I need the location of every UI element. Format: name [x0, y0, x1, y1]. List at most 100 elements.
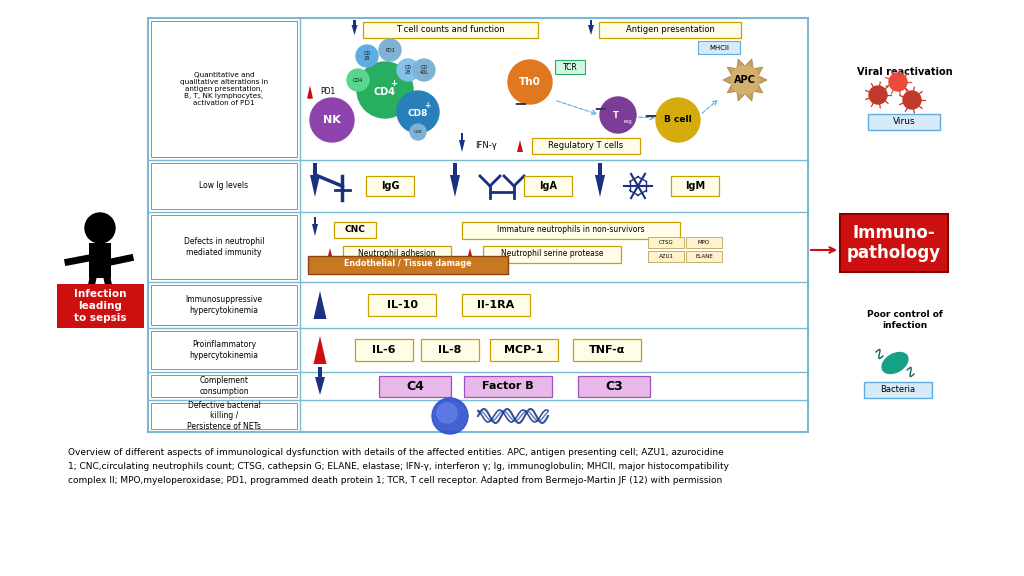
Text: MPO: MPO [698, 241, 710, 245]
Circle shape [310, 98, 354, 142]
Circle shape [357, 62, 413, 118]
FancyBboxPatch shape [151, 215, 297, 279]
FancyBboxPatch shape [318, 367, 322, 377]
Polygon shape [467, 248, 473, 260]
Polygon shape [459, 140, 465, 152]
Circle shape [600, 97, 636, 133]
Text: −: − [513, 94, 527, 112]
FancyBboxPatch shape [532, 138, 640, 154]
Text: MHCII: MHCII [709, 45, 729, 51]
FancyBboxPatch shape [148, 18, 808, 432]
Text: Bacteria: Bacteria [881, 385, 915, 395]
Text: reg: reg [623, 119, 632, 123]
FancyBboxPatch shape [313, 163, 316, 175]
Circle shape [869, 86, 887, 104]
Text: Il-1RA: Il-1RA [477, 300, 515, 310]
Text: CD
40L: CD 40L [420, 65, 428, 75]
Circle shape [397, 59, 419, 81]
FancyBboxPatch shape [421, 339, 479, 361]
FancyBboxPatch shape [555, 60, 585, 74]
Text: Th0: Th0 [519, 77, 541, 87]
Circle shape [508, 60, 552, 104]
Text: NK: NK [324, 115, 341, 125]
FancyBboxPatch shape [462, 294, 530, 316]
Circle shape [432, 398, 468, 434]
Polygon shape [450, 175, 460, 197]
Text: Defective bacterial
killing /
Persistence of NETs: Defective bacterial killing / Persistenc… [187, 401, 261, 431]
FancyBboxPatch shape [355, 339, 413, 361]
FancyBboxPatch shape [698, 41, 740, 54]
FancyBboxPatch shape [464, 376, 552, 396]
Polygon shape [310, 175, 319, 197]
Text: Infection
leading
to sepsis: Infection leading to sepsis [74, 289, 126, 323]
Circle shape [903, 91, 921, 109]
Text: Quantitative and
qualitative alterations in
antigen presentation,
B, T, NK lymph: Quantitative and qualitative alterations… [180, 72, 268, 106]
Text: CD8: CD8 [408, 109, 428, 119]
Text: CD4: CD4 [374, 87, 396, 97]
FancyBboxPatch shape [490, 339, 558, 361]
FancyBboxPatch shape [868, 114, 940, 130]
FancyBboxPatch shape [362, 22, 538, 38]
FancyBboxPatch shape [334, 222, 376, 238]
Text: +: + [424, 101, 430, 111]
Polygon shape [595, 175, 605, 197]
Text: Neutrophil serine protease: Neutrophil serine protease [501, 249, 603, 259]
Polygon shape [351, 25, 357, 35]
Text: Poor control of
infection: Poor control of infection [867, 310, 943, 329]
Text: CD4: CD4 [353, 78, 364, 82]
Text: PD1: PD1 [319, 86, 335, 96]
Text: Neutrophil adhesion: Neutrophil adhesion [358, 249, 436, 259]
FancyBboxPatch shape [343, 246, 451, 263]
Polygon shape [315, 377, 325, 395]
FancyBboxPatch shape [151, 375, 297, 397]
Text: IgM: IgM [685, 181, 706, 191]
Text: CD8: CD8 [414, 130, 422, 134]
Text: MCP-1: MCP-1 [504, 345, 544, 355]
Text: Defects in neutrophil
mediated immunity: Defects in neutrophil mediated immunity [183, 237, 264, 257]
Text: T cell counts and function: T cell counts and function [395, 25, 504, 35]
FancyBboxPatch shape [453, 163, 457, 175]
FancyBboxPatch shape [151, 331, 297, 369]
Text: IL-8: IL-8 [438, 345, 462, 355]
FancyBboxPatch shape [308, 256, 508, 274]
Text: Viral reactivation: Viral reactivation [857, 67, 952, 77]
Text: +: + [390, 79, 397, 89]
Text: complex II; MPO,myeloperoxidase; PD1, programmed death protein 1; TCR, T cell re: complex II; MPO,myeloperoxidase; PD1, pr… [68, 476, 722, 485]
Circle shape [731, 66, 759, 94]
Text: ELANE: ELANE [695, 255, 713, 260]
FancyBboxPatch shape [317, 304, 323, 319]
FancyBboxPatch shape [309, 92, 311, 98]
FancyBboxPatch shape [57, 284, 144, 328]
Text: Antigen presentation: Antigen presentation [626, 25, 715, 35]
Circle shape [356, 45, 378, 67]
Text: PD1: PD1 [385, 47, 395, 52]
Text: Factor B: Factor B [482, 381, 534, 391]
Text: CNC: CNC [344, 225, 366, 234]
Circle shape [413, 59, 435, 81]
Polygon shape [517, 140, 523, 152]
Text: CD
28: CD 28 [364, 51, 371, 62]
Text: Low Ig levels: Low Ig levels [200, 181, 249, 191]
Circle shape [889, 73, 907, 91]
Ellipse shape [882, 353, 908, 373]
FancyBboxPatch shape [368, 294, 436, 316]
FancyBboxPatch shape [590, 20, 592, 25]
Text: T: T [613, 111, 618, 119]
Text: AZU1: AZU1 [658, 255, 674, 260]
FancyBboxPatch shape [353, 20, 355, 25]
Text: Complement
consumption: Complement consumption [200, 376, 249, 396]
Text: IFN-γ: IFN-γ [475, 142, 497, 150]
Text: IgA: IgA [539, 181, 557, 191]
Text: −: − [593, 99, 607, 117]
Text: Virus: Virus [893, 118, 915, 127]
Text: −: − [643, 106, 657, 124]
Text: C4: C4 [407, 380, 424, 392]
FancyBboxPatch shape [840, 214, 948, 272]
FancyBboxPatch shape [462, 222, 680, 239]
Polygon shape [327, 248, 333, 260]
Text: CTSG: CTSG [658, 241, 674, 245]
Text: Proinflammatory
hypercytokinemia: Proinflammatory hypercytokinemia [189, 340, 258, 359]
Text: Immuno-
pathology: Immuno- pathology [847, 223, 941, 263]
Text: Immunosuppressive
hypercytokinemia: Immunosuppressive hypercytokinemia [185, 295, 262, 314]
FancyBboxPatch shape [151, 403, 297, 429]
